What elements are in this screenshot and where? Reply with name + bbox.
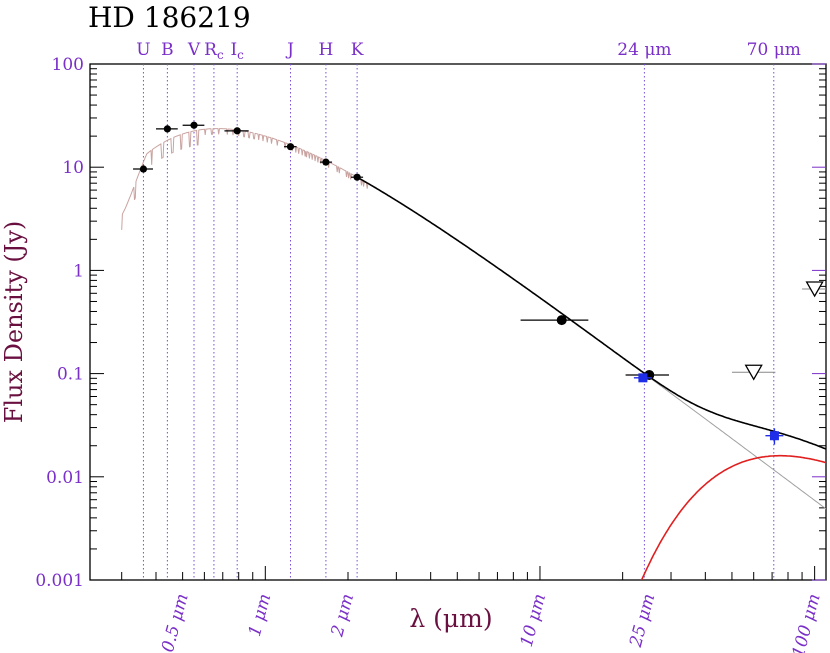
band-label: U (136, 40, 150, 60)
band-label: 24 μm (617, 40, 671, 60)
x-tick-label: 10 μm (517, 592, 550, 650)
y-axis-title: Flux Density (Jy) (0, 221, 28, 424)
stellar-blackbody-line (513, 278, 826, 510)
photometry-point (322, 158, 330, 166)
disk-blackbody-line (640, 454, 826, 580)
band-label: B (161, 40, 174, 60)
mips-point (769, 431, 779, 441)
y-tick-label: 0.1 (57, 365, 84, 385)
chart-title: HD 186219 (88, 1, 251, 34)
band-label: K (351, 40, 364, 60)
y-tick-label: 0.001 (35, 571, 84, 591)
band-label: V (187, 40, 201, 60)
band-label: Rc (204, 40, 224, 62)
band-label: 70 μm (747, 40, 801, 60)
x-tick-label: 100 μm (789, 592, 825, 653)
photometry-point (139, 165, 148, 173)
x-tick-label: 25 μm (626, 592, 660, 651)
plot-frame (89, 63, 827, 581)
photometry-point (233, 127, 241, 135)
upper-limit-marker (805, 281, 824, 298)
upper-limit-marker (744, 364, 763, 381)
photometry-point (190, 121, 198, 129)
total-model-line (356, 176, 826, 450)
y-tick-label: 0.01 (46, 468, 84, 488)
y-tick-label: 10 (62, 158, 84, 178)
y-tick-label: 1 (73, 261, 84, 281)
y-tick-label: 100 (52, 55, 84, 75)
photometry-point (353, 173, 361, 181)
x-tick-label: 0.5 μm (158, 592, 193, 653)
band-label: J (285, 40, 294, 60)
mips-point (638, 373, 648, 383)
photometry-point (286, 143, 295, 151)
band-label: H (318, 40, 333, 60)
x-tick-label: 2 μm (327, 592, 358, 640)
photometry-point (163, 125, 171, 133)
band-label: Ic (230, 40, 244, 62)
photosphere-model-line (121, 128, 562, 314)
model-curves (121, 128, 826, 580)
x-axis-title: λ (μm) (409, 604, 492, 633)
x-tick-label: 1 μm (245, 592, 276, 639)
iras-point (556, 315, 567, 326)
